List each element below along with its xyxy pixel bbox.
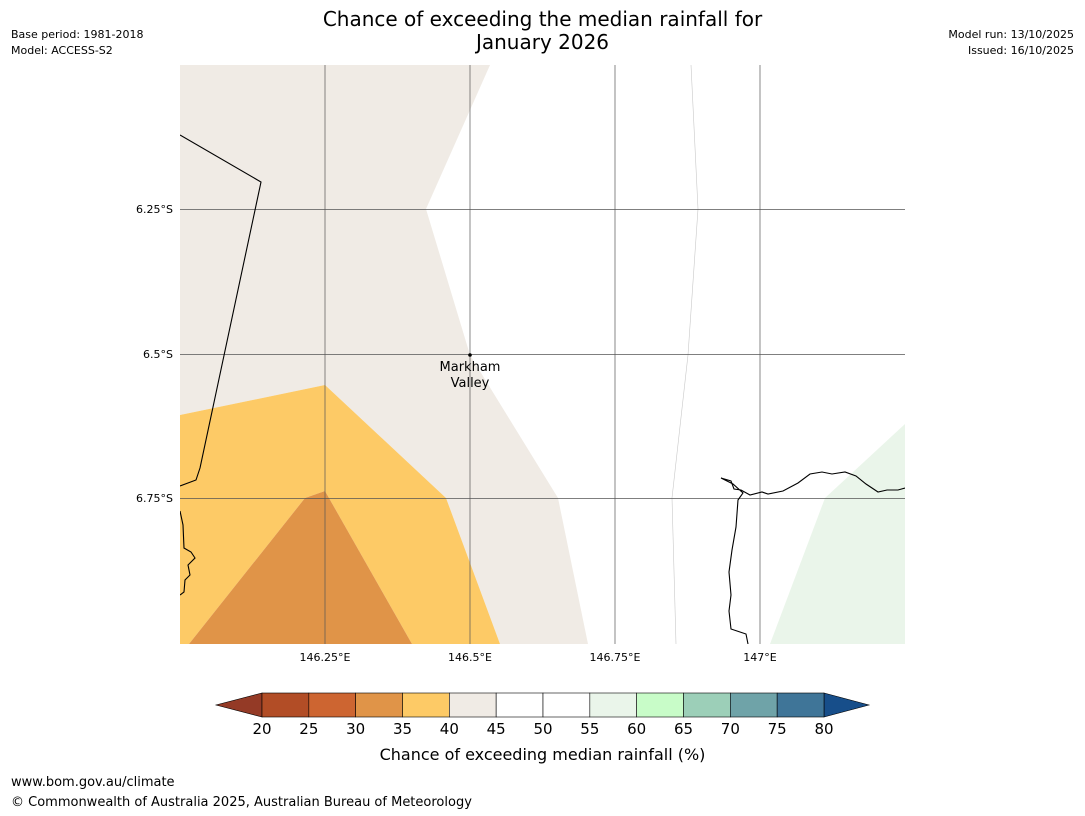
- colorbar-segment: [636, 692, 684, 718]
- lon-label-146-5: 146.5°E: [448, 651, 492, 664]
- colorbar-segment: [449, 692, 497, 718]
- colorbar-tick-label: 20: [252, 720, 272, 738]
- colorbar-segment: [308, 692, 356, 718]
- colorbar-tick-label: 60: [627, 720, 647, 738]
- place-name-line-1: Markham: [439, 360, 501, 375]
- colorbar-tick-label: 55: [580, 720, 600, 738]
- colorbar-segment: [542, 692, 591, 718]
- model-text: Model: ACCESS-S2: [11, 44, 113, 57]
- lat-label-6-75: 6.75°S: [136, 492, 173, 505]
- coastline-huon-gulf: [720, 471, 905, 644]
- colorbar-tick-label: 70: [720, 720, 740, 738]
- place-name-line-2: Valley: [450, 376, 490, 391]
- colorbar-tick-label: 80: [814, 720, 834, 738]
- colorbar-tick-label: 25: [299, 720, 319, 738]
- colorbar-segment: [261, 692, 310, 718]
- title-line-1: Chance of exceeding the median rainfall …: [322, 7, 763, 31]
- markham-valley-label: Markham Valley: [410, 360, 530, 392]
- colorbar-under-arrow: [214, 692, 263, 718]
- footer-url: www.bom.gov.au/climate: [11, 775, 175, 790]
- district-boundary: [180, 134, 262, 487]
- lat-label-6-25: 6.25°S: [136, 203, 173, 216]
- colorbar-tick-label: 75: [767, 720, 787, 738]
- colorbar-segment: [355, 692, 403, 718]
- colorbar-segment: [495, 692, 544, 718]
- header-left: Base period: 1981-2018 Model: ACCESS-S2: [11, 27, 143, 59]
- title-line-2: January 2026: [475, 30, 610, 54]
- header-right: Model run: 13/10/2025 Issued: 16/10/2025: [948, 27, 1074, 59]
- colorbar-tick-label: 40: [439, 720, 459, 738]
- map-title: Chance of exceeding the median rainfall …: [0, 8, 1085, 54]
- band-30-35: [189, 491, 412, 644]
- colorbar-over-arrow: [823, 692, 871, 718]
- band-35-40: [180, 385, 500, 644]
- coast-left: [180, 510, 196, 596]
- colorbar-label: Chance of exceeding median rainfall (%): [379, 745, 706, 764]
- contour-line-50: [671, 65, 699, 644]
- colorbar-segment: [402, 692, 450, 718]
- map-panel: [180, 65, 905, 644]
- colorbar-segment: [730, 692, 778, 718]
- base-period-text: Base period: 1981-2018: [11, 28, 144, 41]
- model-run-text: Model run: 13/10/2025: [948, 28, 1074, 41]
- lon-label-146-75: 146.75°E: [589, 651, 641, 664]
- colorbar-segment: [589, 692, 637, 718]
- lon-label-146-25: 146.25°E: [299, 651, 351, 664]
- colorbar-tick-label: 45: [486, 720, 506, 738]
- lon-label-147: 147°E: [743, 651, 777, 664]
- colorbar-segment: [683, 692, 731, 718]
- markham-valley-marker: [468, 353, 472, 357]
- footer-copyright: © Commonwealth of Australia 2025, Austra…: [11, 795, 472, 810]
- colorbar-tick-label: 50: [533, 720, 553, 738]
- colorbar-segment: [776, 692, 825, 718]
- boundaries: [180, 134, 905, 644]
- issued-text: Issued: 16/10/2025: [967, 44, 1074, 57]
- gridlines: [180, 65, 905, 644]
- colorbar-tick-label: 30: [346, 720, 366, 738]
- colorbar-tick-label: 35: [392, 720, 413, 738]
- colorbar-tick-label: 65: [673, 720, 694, 738]
- lat-label-6-5: 6.5°S: [143, 348, 173, 361]
- band-55-60: [770, 424, 905, 644]
